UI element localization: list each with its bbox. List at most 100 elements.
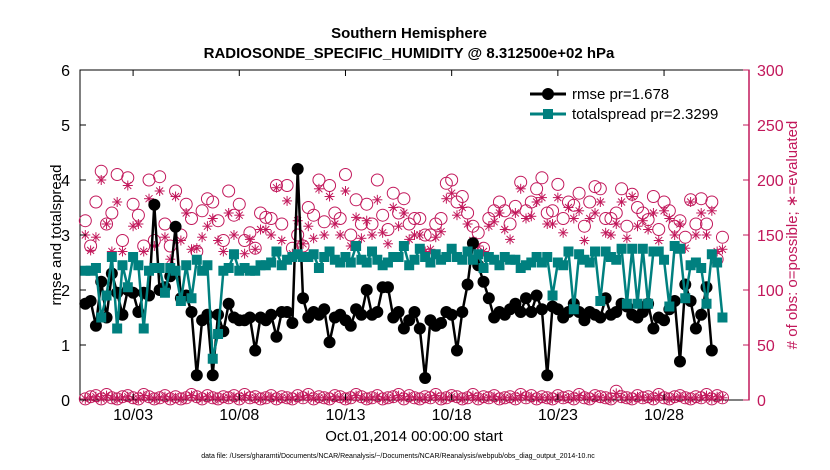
spread-point xyxy=(244,265,255,276)
spread-point xyxy=(340,252,351,262)
spread-point xyxy=(669,241,680,251)
spread-point xyxy=(690,257,701,268)
obs-evaluated-marker xyxy=(457,202,468,213)
obs-evaluated-marker xyxy=(303,390,314,401)
obs-evaluated-marker xyxy=(446,188,457,199)
obs-possible-marker xyxy=(551,177,565,191)
y-axis-label-right: # of obs: o=possible; ∗=evaluated xyxy=(784,121,801,350)
rmse-point xyxy=(456,306,469,318)
spread-point xyxy=(505,254,516,265)
obs-possible-marker xyxy=(471,226,485,240)
obs-evaluated-marker xyxy=(276,235,287,246)
spread-point xyxy=(451,252,462,262)
spread-point xyxy=(696,263,707,273)
obs-evaluated-marker xyxy=(648,393,659,404)
spread-point xyxy=(181,260,192,271)
spread-point xyxy=(611,254,622,265)
obs-evaluated-marker xyxy=(313,183,324,194)
spread-point xyxy=(382,257,393,268)
obs-evaluated-marker xyxy=(690,230,701,240)
obs-evaluated-marker xyxy=(664,213,675,224)
obs-evaluated-marker xyxy=(510,393,521,404)
obs-evaluated-marker xyxy=(436,226,447,237)
rmse-point xyxy=(695,308,708,321)
spread-point xyxy=(106,252,117,262)
obs-evaluated-marker xyxy=(430,232,441,243)
obs-evaluated-marker xyxy=(202,221,213,232)
spread-point xyxy=(467,254,478,265)
spread-point xyxy=(494,260,505,271)
rmse-point xyxy=(435,317,448,329)
spread-point xyxy=(404,260,415,271)
obs-possible-marker xyxy=(572,186,586,200)
obs-evaluated-marker xyxy=(351,212,362,223)
rmse-point xyxy=(530,289,543,302)
obs-evaluated-marker xyxy=(159,232,170,243)
spread-point xyxy=(298,252,308,262)
spread-point xyxy=(80,265,91,276)
obs-possible-marker xyxy=(195,204,209,218)
obs-evaluated-marker xyxy=(483,221,494,232)
obs-possible-marker xyxy=(307,208,321,222)
obs-evaluated-marker xyxy=(717,392,728,403)
spread-point xyxy=(521,260,531,271)
spread-point xyxy=(239,263,250,273)
spread-point xyxy=(515,263,526,273)
obs-evaluated-marker xyxy=(643,392,654,403)
spread-point xyxy=(266,257,277,268)
y-tick-label: 0 xyxy=(61,393,70,410)
obs-possible-marker xyxy=(593,182,607,196)
obs-evaluated-marker xyxy=(112,393,123,404)
obs-possible-marker xyxy=(370,173,384,187)
rmse-point xyxy=(89,319,102,332)
obs-evaluated-marker xyxy=(282,195,293,206)
rmse-point xyxy=(355,308,368,321)
spread-point xyxy=(712,257,723,268)
obs-evaluated-marker xyxy=(324,191,335,202)
spread-point xyxy=(313,263,324,273)
obs-evaluated-marker xyxy=(627,191,638,202)
obs-evaluated-marker xyxy=(122,180,133,191)
spread-point xyxy=(218,265,229,276)
rmse-point xyxy=(466,237,479,250)
spread-point xyxy=(197,265,208,276)
y-tick-label: 2 xyxy=(61,283,70,300)
obs-evaluated-marker xyxy=(489,216,500,227)
obs-evaluated-marker xyxy=(271,182,282,193)
obs-evaluated-marker xyxy=(244,234,255,245)
spread-point xyxy=(568,304,579,315)
spread-point xyxy=(552,257,563,268)
y-right-tick-label: 0 xyxy=(757,393,766,410)
spread-point xyxy=(372,254,383,265)
spread-point xyxy=(175,296,186,306)
spread-point xyxy=(674,243,685,254)
rmse-point xyxy=(535,303,548,316)
spread-point xyxy=(536,257,547,268)
spread-point xyxy=(563,246,574,257)
spread-point xyxy=(282,254,293,265)
spread-point xyxy=(96,312,107,323)
spread-point xyxy=(128,252,139,262)
obs-evaluated-marker xyxy=(526,211,537,222)
data-layer xyxy=(78,163,729,406)
obs-possible-marker xyxy=(386,186,400,200)
obs-evaluated-marker xyxy=(701,390,712,401)
spread-point xyxy=(436,254,447,265)
obs-evaluated-marker xyxy=(674,219,685,229)
rmse-point xyxy=(371,306,384,318)
chart-title-line1: Southern Hemisphere xyxy=(331,25,487,42)
spread-point xyxy=(122,282,133,293)
obs-evaluated-marker xyxy=(393,221,404,232)
spread-point xyxy=(186,293,197,304)
x-tick-label: 10/03 xyxy=(113,407,153,424)
obs-evaluated-marker xyxy=(547,219,558,229)
rmse-point xyxy=(392,306,405,318)
obs-evaluated-marker xyxy=(218,246,229,257)
spread-point xyxy=(287,252,298,262)
obs-evaluated-marker xyxy=(451,392,462,403)
spread-point xyxy=(706,249,717,260)
spread-point xyxy=(648,246,659,257)
obs-evaluated-marker xyxy=(605,230,616,240)
spread-point xyxy=(643,298,654,309)
